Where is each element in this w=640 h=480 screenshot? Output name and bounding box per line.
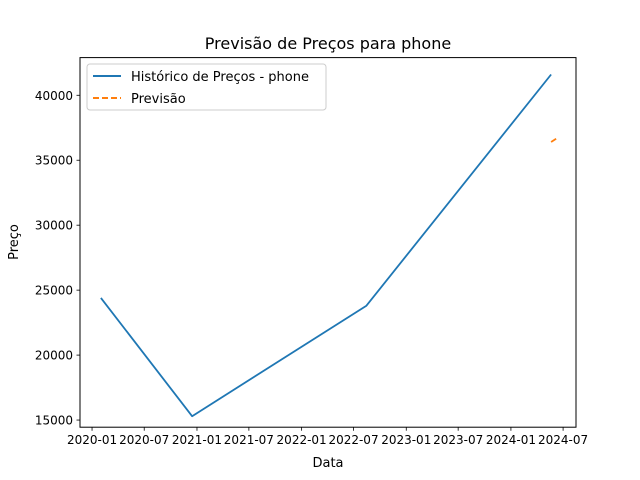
series-line-1 [550,137,558,143]
y-tick-label: 15000 [35,414,73,428]
x-tick-label: 2024-07 [538,433,588,447]
y-tick-label: 25000 [35,284,73,298]
legend-label-previsao: Previsão [131,92,186,107]
x-tick-label: 2023-01 [381,433,431,447]
x-tick-label: 2021-01 [172,433,222,447]
plot-series [100,73,558,418]
x-tick-label: 2023-07 [433,433,483,447]
y-tick-label: 20000 [35,349,73,363]
x-axis: 2020-01 2020-07 2021-01 2021-07 2022-01 2022-… [67,427,588,447]
legend-frame [86,63,327,111]
x-tick-label: 2022-01 [277,433,327,447]
x-axis-label: Data [312,456,343,471]
x-tick-label: 2021-07 [224,433,274,447]
x-tick-label: 2020-07 [119,433,169,447]
x-tick-label: 2024-01 [486,433,536,447]
series-line-0 [100,73,552,418]
legend-label-historico: Histórico de Preços - phone [131,70,309,85]
x-tick-label: 2020-01 [67,433,117,447]
x-tick-label: 2022-07 [328,433,378,447]
y-tick-label: 40000 [35,89,73,103]
y-tick-label: 30000 [35,219,73,233]
plot-area-frame [79,57,577,428]
y-axis-label: Preço [7,224,22,260]
chart-title: Previsão de Preços para phone [205,34,451,53]
y-tick-label: 35000 [35,154,73,168]
legend: Histórico de Preços - phone Previsão [86,63,327,111]
y-axis: 15000 20000 25000 30000 35000 40000 [35,89,80,428]
